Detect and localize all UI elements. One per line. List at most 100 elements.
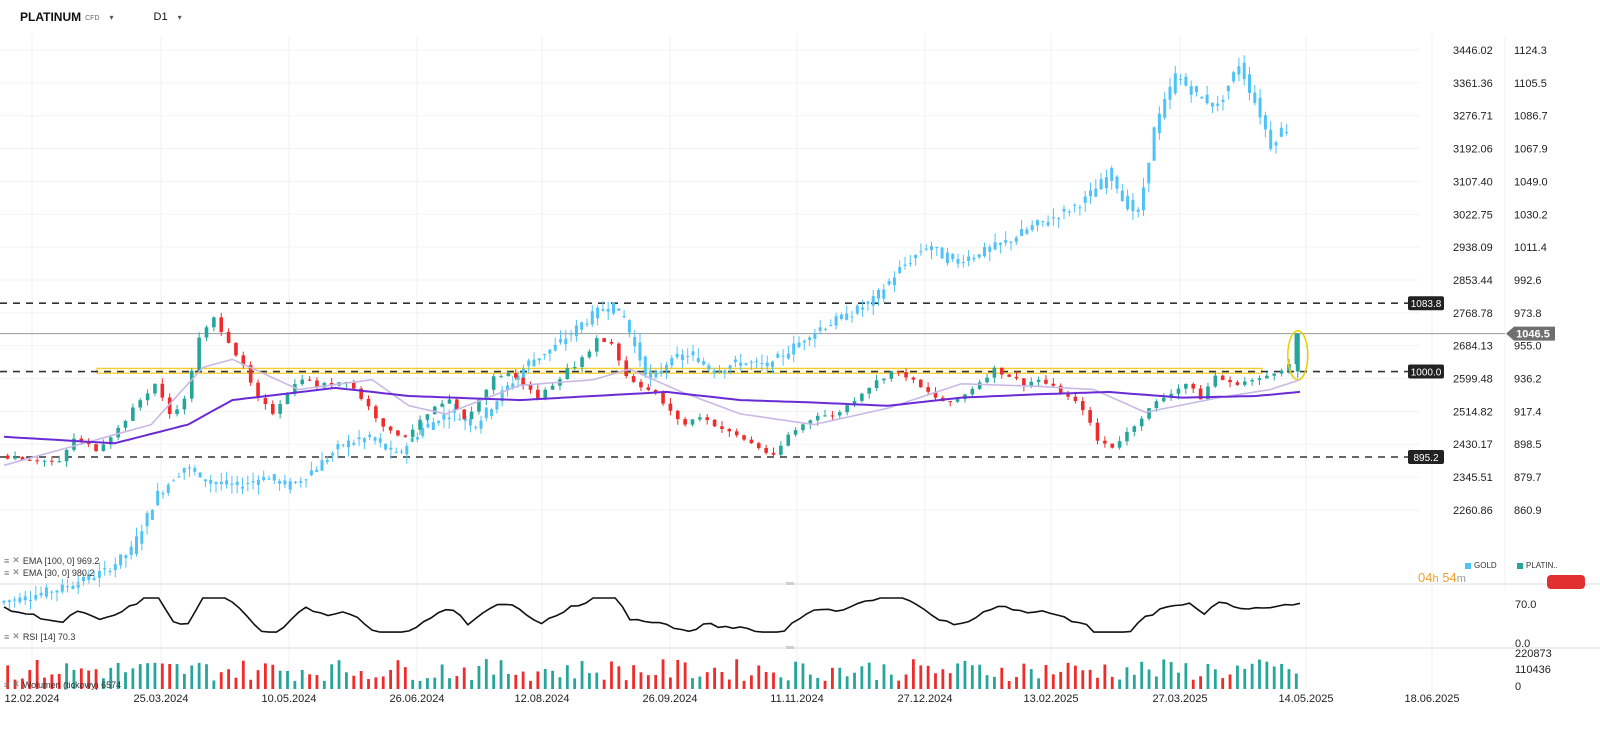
platinum-candle-body: [506, 373, 511, 377]
platinum-candle-body: [1058, 385, 1063, 395]
gold-candle-body: [97, 571, 101, 578]
y-tick-label-right: 860.9: [1514, 505, 1542, 517]
gold-candle-body: [304, 479, 308, 481]
volume-bar: [278, 670, 282, 689]
gold-candle-body: [76, 582, 80, 588]
volume-bar: [1199, 676, 1202, 689]
volume-bar: [941, 669, 945, 689]
platinum-candle-body: [381, 418, 386, 427]
gold-candle-body: [1173, 73, 1177, 94]
platinum-candle-body: [212, 317, 216, 328]
gold-candle-body: [882, 289, 886, 299]
volume-bar: [197, 662, 201, 689]
volume-bar: [448, 678, 451, 689]
volume-bar: [411, 679, 415, 689]
gold-candle-body: [956, 258, 960, 264]
volume-bar: [853, 672, 856, 689]
platinum-candle-body: [933, 391, 938, 398]
volume-bar: [654, 675, 658, 689]
y-tick-label-left: 2938.09: [1453, 242, 1493, 254]
close-icon[interactable]: ✕: [12, 567, 20, 577]
hamburger-icon[interactable]: ≡: [4, 631, 10, 642]
platinum-candle-body: [182, 398, 187, 410]
y-tick-label-left: 3446.02: [1453, 45, 1493, 57]
volume-bar: [308, 674, 311, 689]
gold-candle-body: [262, 477, 266, 481]
gold-candle-body: [749, 361, 753, 363]
volume-bar: [79, 668, 83, 689]
volume-bar: [1000, 667, 1004, 689]
legend-platinum[interactable]: PLATIN..: [1517, 561, 1558, 570]
gold-candle-body: [288, 481, 292, 490]
gold-candle-body: [1285, 132, 1289, 134]
gold-candle-body: [1163, 99, 1167, 118]
gold-candle-body: [1099, 179, 1103, 190]
symbol-dropdown-icon[interactable]: ▾: [109, 12, 114, 22]
volume-bar: [396, 660, 400, 689]
gold-candle-body: [415, 437, 419, 440]
volume-bar: [521, 671, 525, 689]
gold-candle-body: [241, 486, 244, 489]
gold-candle-body: [437, 420, 441, 423]
volume-bar: [1228, 674, 1232, 689]
gold-candle-body: [50, 591, 54, 593]
y-tick-label-left: 2684.13: [1453, 341, 1493, 353]
gold-candle-body: [649, 370, 653, 380]
gold-candle-body: [1009, 241, 1013, 243]
close-icon[interactable]: ✕: [12, 555, 20, 565]
platinum-candle-body: [911, 377, 916, 380]
gold-candle-body: [728, 365, 732, 369]
platinum-candle-body: [955, 399, 960, 402]
platinum-candle-body: [27, 459, 32, 461]
timeframe-dropdown-icon[interactable]: ▾: [177, 12, 182, 22]
platinum-candle-body: [639, 381, 643, 388]
volume-bar: [337, 660, 341, 689]
ema100-line: [3, 386, 1301, 445]
platinum-candle-body: [867, 387, 872, 394]
legend-gold[interactable]: GOLD: [1465, 561, 1497, 570]
gold-candle-body: [421, 428, 425, 437]
platinum-candle-body: [823, 415, 827, 417]
y-tick-label-right: 1011.4: [1514, 242, 1547, 254]
gold-candle-body: [145, 513, 149, 527]
gold-candle-body: [410, 438, 414, 442]
compare-remove-button[interactable]: [1547, 575, 1585, 589]
gold-candle-body: [1041, 221, 1045, 223]
close-icon[interactable]: ✕: [12, 679, 20, 689]
volume-bar: [1280, 663, 1283, 689]
platinum-candle-body: [1272, 373, 1277, 376]
platinum-candle-body: [1198, 388, 1203, 400]
gold-candle-body: [34, 595, 38, 600]
platinum-candle-body: [1257, 378, 1262, 381]
gold-candle-body: [680, 354, 684, 361]
volume-bar: [1125, 667, 1129, 689]
volume-bar: [116, 662, 120, 689]
gold-candle-body: [92, 578, 96, 580]
volume-bar: [160, 663, 164, 689]
platinum-candle-body: [1110, 443, 1115, 448]
gold-candle-body: [267, 478, 271, 480]
gold-candle-body: [940, 247, 944, 259]
hamburger-icon[interactable]: ≡: [4, 555, 10, 566]
platinum-candle-body: [425, 414, 430, 420]
timeframe-selector[interactable]: D1: [153, 11, 168, 23]
instrument-symbol[interactable]: PLATINUM: [20, 10, 82, 24]
hamburger-icon[interactable]: ≡: [4, 679, 10, 690]
gold-candle-body: [850, 316, 854, 318]
volume-bar: [786, 680, 790, 689]
gold-candle-body: [1274, 142, 1278, 146]
platinum-candle-body: [683, 419, 687, 425]
volume-bar: [565, 665, 569, 689]
volume-bar: [691, 678, 694, 689]
close-icon[interactable]: ✕: [12, 631, 20, 641]
hamburger-icon[interactable]: ≡: [4, 567, 10, 578]
platinum-candle-body: [948, 401, 953, 403]
gold-candle-body: [23, 596, 27, 601]
gold-candle-body: [294, 481, 297, 483]
x-tick-label: 26.06.2024: [389, 693, 444, 705]
platinum-candle-body: [447, 399, 452, 404]
platinum-candle-body: [1235, 382, 1240, 385]
volume-bar: [727, 679, 731, 689]
gold-candle-body: [792, 343, 796, 355]
